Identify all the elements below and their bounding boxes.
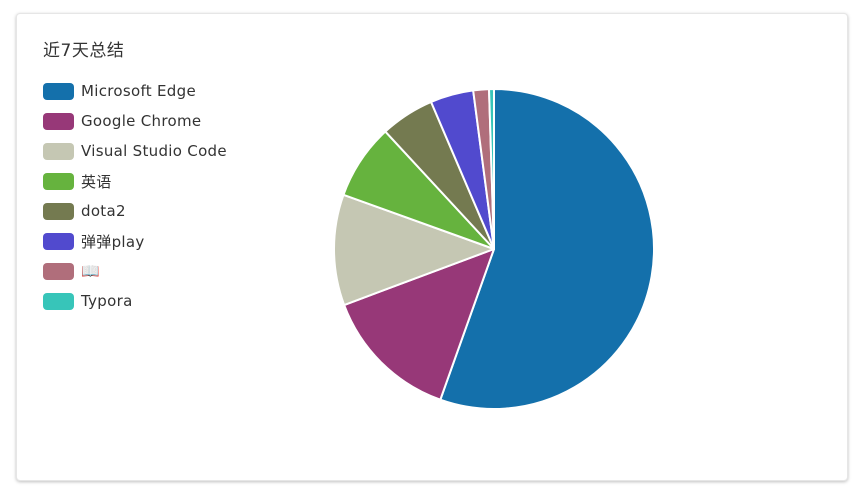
pie-slice-visual-studio-code[interactable] bbox=[333, 193, 495, 307]
legend-item-book[interactable]: 📖 bbox=[43, 256, 227, 286]
legend-item-google-chrome[interactable]: Google Chrome bbox=[43, 106, 227, 136]
legend-item-typora[interactable]: Typora bbox=[43, 286, 227, 316]
legend-label: dota2 bbox=[81, 202, 126, 220]
legend-item-english[interactable]: 英语 bbox=[43, 166, 227, 196]
legend-item-microsoft-edge[interactable]: Microsoft Edge bbox=[43, 76, 227, 106]
pie-chart bbox=[333, 88, 655, 410]
legend-swatch bbox=[43, 112, 74, 130]
legend-swatch bbox=[43, 292, 74, 310]
legend-swatch bbox=[43, 142, 74, 160]
legend-label: 弹弹play bbox=[81, 232, 145, 251]
legend-label: Microsoft Edge bbox=[81, 82, 196, 100]
chart-legend: Microsoft Edge Google Chrome Visual Stud… bbox=[43, 76, 227, 316]
legend-label: Google Chrome bbox=[81, 112, 202, 130]
pie-slice-microsoft-edge[interactable] bbox=[439, 88, 655, 410]
legend-label: 英语 bbox=[81, 172, 112, 191]
legend-swatch bbox=[43, 262, 74, 280]
summary-card: 近7天总结 Microsoft Edge Google Chrome Visua… bbox=[16, 13, 848, 481]
chart-title: 近7天总结 bbox=[43, 41, 125, 61]
legend-label: Typora bbox=[81, 292, 133, 310]
legend-item-visual-studio-code[interactable]: Visual Studio Code bbox=[43, 136, 227, 166]
legend-swatch bbox=[43, 82, 74, 100]
legend-swatch bbox=[43, 172, 74, 190]
pie-slice-typora[interactable] bbox=[488, 88, 495, 250]
legend-item-dandanplay[interactable]: 弹弹play bbox=[43, 226, 227, 256]
pie-slice-google-chrome[interactable] bbox=[343, 248, 495, 401]
legend-swatch bbox=[43, 232, 74, 250]
legend-label: Visual Studio Code bbox=[81, 142, 227, 160]
legend-swatch bbox=[43, 202, 74, 220]
legend-item-dota2[interactable]: dota2 bbox=[43, 196, 227, 226]
legend-label: 📖 bbox=[81, 262, 100, 280]
